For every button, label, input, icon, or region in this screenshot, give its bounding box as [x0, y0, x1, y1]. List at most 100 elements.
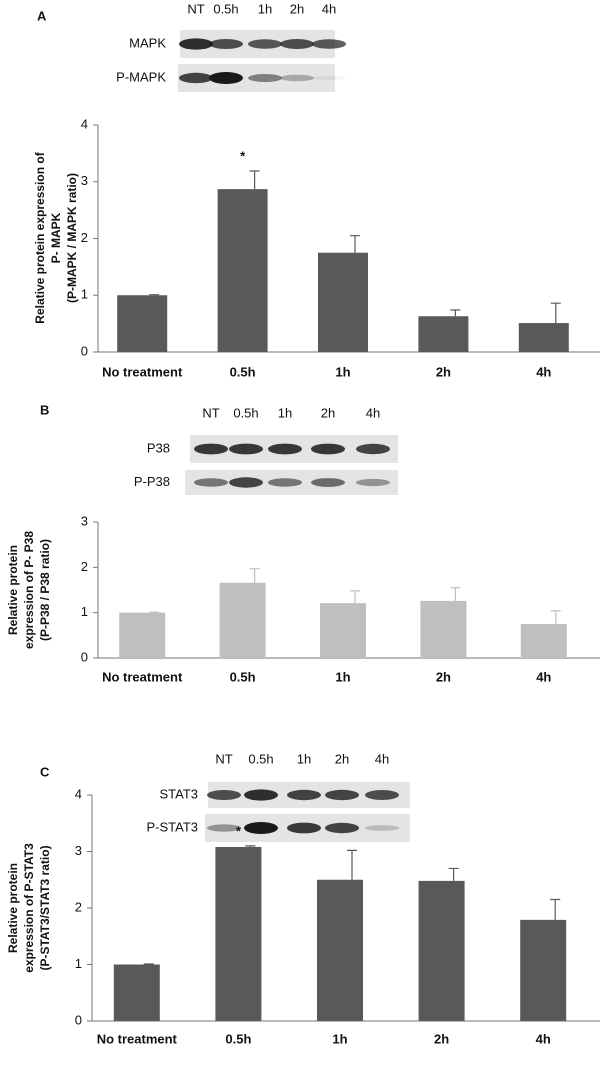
y-tick-label: 0	[75, 1012, 82, 1027]
error-bar	[143, 963, 154, 965]
blot-band	[194, 478, 228, 487]
bar	[418, 316, 469, 352]
error-bar	[249, 568, 260, 583]
error-bar	[350, 235, 360, 253]
y-axis-label: expression of P- P38	[22, 531, 36, 649]
lane-label: 0.5h	[248, 751, 273, 766]
blot-band	[229, 443, 263, 455]
blot-band	[268, 443, 302, 455]
lane-label: 0.5h	[213, 1, 238, 16]
y-tick-label: 0	[81, 649, 88, 664]
blot-band	[179, 72, 213, 84]
y-tick-label: 1	[75, 956, 82, 971]
blot-band	[280, 74, 314, 82]
bar	[518, 323, 569, 352]
blot-band	[311, 443, 345, 455]
x-tick-label: 2h	[434, 1031, 449, 1046]
blot-row-label: MAPK	[129, 35, 166, 50]
blot-band	[356, 443, 390, 455]
y-axis-label: (P-P38 / P38 ratio)	[38, 539, 52, 641]
x-tick-label: 0.5h	[230, 669, 256, 684]
lane-label: NT	[202, 405, 219, 420]
blot-band	[209, 72, 243, 84]
blot-band	[209, 39, 243, 49]
y-axis-label: Relative protein expression of	[33, 151, 47, 323]
error-bar	[550, 898, 561, 920]
lane-label: 4h	[322, 1, 336, 16]
blot-band	[268, 478, 302, 487]
panel: C NT 0.5h 1h 2h 4h STAT3 P-STAT3 0 1 2 3 4 Relative p…	[6, 751, 600, 1046]
x-tick-label: No treatment	[102, 364, 183, 379]
blot-row-label: P-MAPK	[116, 69, 166, 84]
blot-row-label: STAT3	[159, 786, 198, 801]
lane-label: NT	[215, 751, 232, 766]
blot-band	[244, 789, 278, 801]
y-tick-label: 3	[75, 843, 82, 858]
bar	[320, 603, 366, 658]
blot-band	[365, 790, 399, 800]
error-bar	[550, 302, 561, 324]
y-tick-label: 3	[81, 173, 88, 188]
y-tick-label: 2	[75, 899, 82, 914]
x-tick-label: No treatment	[97, 1031, 178, 1046]
error-bar	[149, 294, 160, 296]
bar	[217, 189, 268, 352]
bar	[520, 919, 567, 1021]
lane-label: NT	[187, 1, 204, 16]
y-tick-label: 0	[81, 343, 88, 358]
bar	[215, 846, 262, 1021]
bar	[219, 582, 266, 658]
y-tick-label: 2	[81, 559, 88, 574]
significance-label: *	[236, 823, 242, 838]
blot-band	[280, 39, 314, 49]
y-tick-label: 1	[81, 287, 88, 302]
blot-band	[179, 38, 213, 50]
lane-label: 1h	[278, 405, 292, 420]
x-tick-label: 1h	[335, 364, 350, 379]
x-tick-label: 0.5h	[230, 364, 256, 379]
blot-band	[287, 789, 321, 801]
bar	[418, 880, 465, 1021]
x-tick-label: 1h	[335, 669, 350, 684]
blot-row-label: P-P38	[134, 474, 170, 489]
bar	[317, 879, 363, 1021]
error-bar	[450, 309, 461, 317]
x-tick-label: 0.5h	[225, 1031, 251, 1046]
bar	[117, 295, 168, 352]
lane-label: 1h	[297, 751, 311, 766]
bar	[520, 624, 567, 658]
blot-band	[365, 825, 399, 831]
y-tick-label: 3	[81, 513, 88, 528]
panel-letter: C	[40, 764, 50, 779]
blot-band	[229, 477, 263, 488]
lane-label: 1h	[258, 1, 272, 16]
blot-band	[244, 822, 278, 834]
blot-row-label: P38	[147, 440, 170, 455]
x-tick-label: 2h	[436, 364, 451, 379]
x-tick-label: 4h	[536, 364, 551, 379]
y-tick-label: 4	[75, 786, 82, 801]
x-tick-label: No treatment	[102, 669, 183, 684]
blot-band	[207, 824, 241, 832]
lane-label: 0.5h	[233, 405, 258, 420]
panel-letter: A	[37, 8, 47, 23]
blot-band	[311, 478, 345, 487]
x-tick-label: 4h	[536, 669, 551, 684]
bar	[420, 600, 467, 658]
error-bar	[550, 610, 561, 624]
y-axis-label: P- MAPK	[49, 212, 63, 263]
y-tick-label: 4	[81, 116, 88, 131]
blot-band	[312, 39, 346, 49]
panel: A NT 0.5h 1h 2h 4h MAPK P-MAPK 0 1 2 3 4 Relative pro…	[33, 1, 600, 379]
y-tick-label: 2	[81, 230, 88, 245]
panel-letter: B	[40, 402, 49, 417]
blot-band	[325, 789, 359, 801]
blot-band	[325, 822, 359, 834]
error-bar	[350, 590, 360, 604]
blot-band	[356, 478, 390, 487]
y-axis-label: (P-MAPK / MAPK ratio)	[65, 173, 79, 303]
significance-label: *	[240, 148, 246, 163]
y-tick-label: 1	[81, 604, 88, 619]
bar	[119, 612, 166, 658]
panel: B NT 0.5h 1h 2h 4h P38 P-P38 0 1 2 3 Relative protei…	[6, 402, 600, 684]
